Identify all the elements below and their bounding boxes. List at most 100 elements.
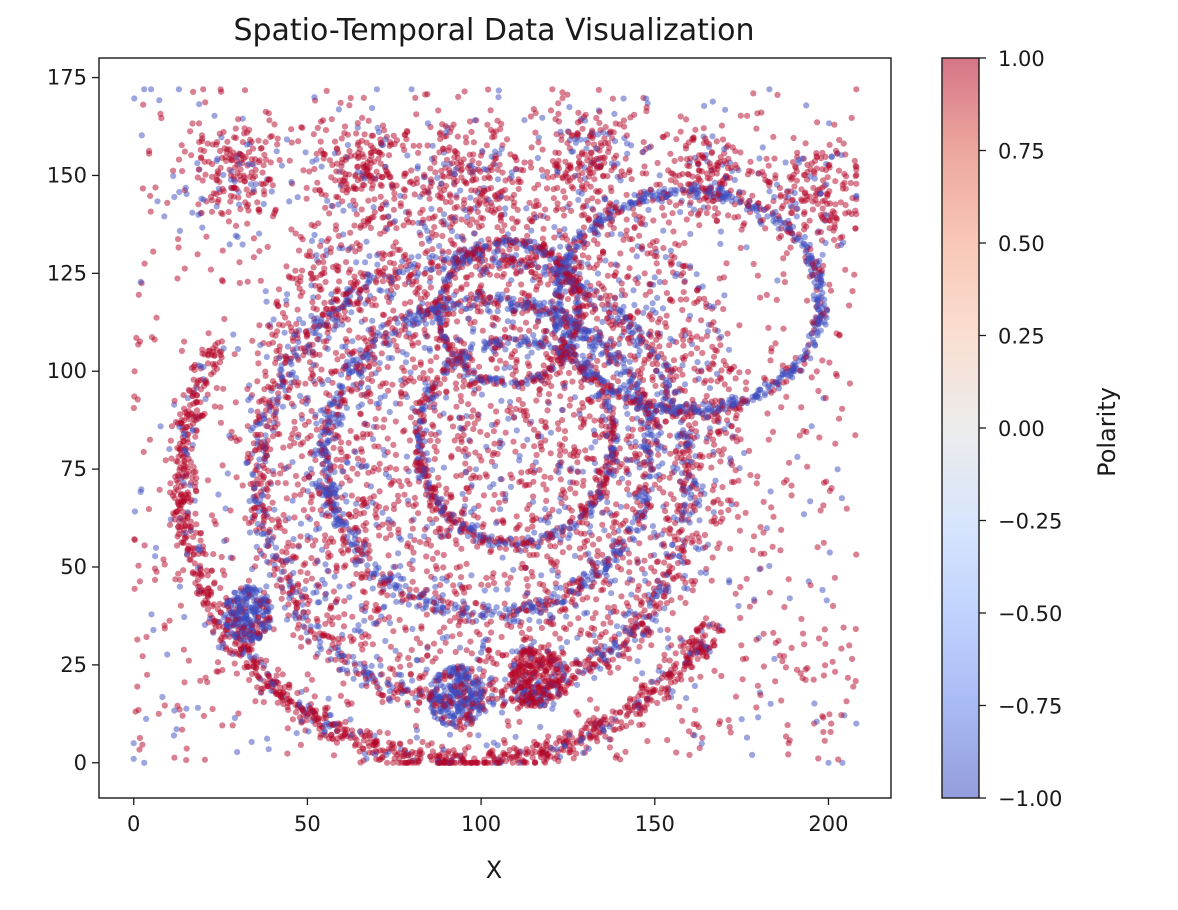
data-point <box>219 247 226 254</box>
data-point <box>445 248 452 255</box>
data-point <box>577 554 584 561</box>
data-point <box>368 662 375 670</box>
data-point <box>623 216 630 223</box>
data-point <box>139 185 146 192</box>
data-point <box>263 657 270 664</box>
data-point <box>640 309 647 316</box>
data-point <box>378 671 385 678</box>
data-point <box>397 663 404 670</box>
data-point <box>326 157 333 164</box>
data-point <box>780 325 787 332</box>
data-point <box>819 713 826 720</box>
data-point <box>269 182 276 189</box>
data-point <box>591 417 598 424</box>
data-point <box>819 586 826 594</box>
data-point <box>427 437 434 444</box>
data-point <box>842 202 849 209</box>
data-point <box>565 128 572 136</box>
data-point <box>738 716 745 723</box>
data-point <box>308 237 316 244</box>
data-point <box>664 626 671 633</box>
data-point <box>311 231 318 239</box>
data-point <box>270 316 277 323</box>
data-point <box>549 86 556 93</box>
data-point <box>437 380 444 387</box>
data-point <box>504 318 511 325</box>
data-point <box>171 193 178 201</box>
scatter-points <box>130 86 860 766</box>
data-point <box>665 219 673 226</box>
data-point <box>303 195 310 202</box>
data-point <box>211 403 218 410</box>
data-point <box>649 523 657 530</box>
data-point <box>654 294 661 301</box>
data-point <box>487 402 494 409</box>
data-point <box>199 135 206 142</box>
data-point <box>263 298 270 305</box>
data-point <box>498 397 505 404</box>
data-point <box>776 185 784 192</box>
data-point <box>671 157 678 165</box>
data-point <box>767 488 774 495</box>
data-point <box>708 464 715 471</box>
data-point <box>520 167 527 174</box>
data-point <box>309 299 316 306</box>
data-point <box>439 232 446 240</box>
data-point <box>494 117 501 124</box>
data-point <box>297 533 304 540</box>
data-point <box>767 357 774 364</box>
data-point <box>187 459 194 466</box>
data-point <box>458 574 465 581</box>
data-point <box>463 647 470 654</box>
data-point <box>231 660 238 667</box>
data-point <box>346 327 353 334</box>
data-point <box>131 508 138 515</box>
data-point <box>591 674 598 682</box>
data-point <box>631 301 638 309</box>
data-point <box>814 544 821 551</box>
data-point <box>457 187 464 194</box>
data-point <box>371 209 378 216</box>
data-point <box>647 534 654 541</box>
data-point <box>376 488 383 495</box>
data-point <box>813 368 820 375</box>
data-point <box>311 693 318 700</box>
data-point <box>626 655 633 662</box>
data-point <box>681 585 688 592</box>
data-point <box>446 618 454 625</box>
data-point <box>839 233 846 240</box>
data-point <box>402 582 409 590</box>
data-point <box>286 157 293 164</box>
data-point <box>161 702 168 709</box>
data-point <box>338 181 345 188</box>
data-point <box>214 659 222 666</box>
data-point <box>846 302 853 309</box>
data-point <box>494 176 502 183</box>
data-point <box>203 567 210 574</box>
data-point <box>391 195 398 202</box>
data-point <box>355 627 362 634</box>
data-point <box>644 738 651 745</box>
data-point <box>735 427 742 434</box>
data-point <box>684 162 691 169</box>
data-point <box>594 315 601 322</box>
data-point <box>152 544 160 551</box>
data-point <box>555 100 562 107</box>
data-point <box>239 115 246 122</box>
data-point <box>319 576 326 583</box>
data-point <box>696 517 703 524</box>
data-point <box>266 117 273 124</box>
data-point <box>434 345 441 352</box>
data-point <box>495 87 502 94</box>
data-point <box>714 545 721 552</box>
data-point <box>248 670 256 678</box>
data-point <box>427 542 434 549</box>
data-point <box>699 283 706 290</box>
data-point <box>663 290 671 297</box>
data-point <box>153 314 160 321</box>
data-point <box>593 705 600 712</box>
data-point <box>713 138 720 145</box>
data-point <box>408 167 415 174</box>
data-point <box>561 428 569 435</box>
data-point <box>232 399 239 406</box>
